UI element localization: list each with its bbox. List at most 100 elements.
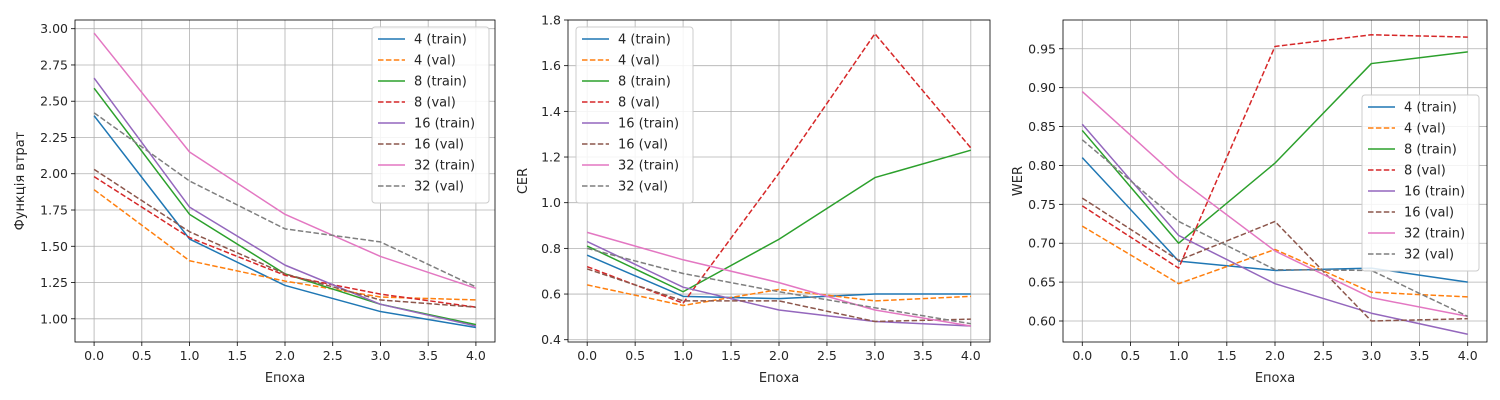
- x-axis-label: Епоха: [265, 371, 305, 386]
- x-tick-label: 3.0: [865, 348, 885, 363]
- x-tick-label: 4.0: [466, 348, 486, 363]
- series-line-32-val: [93, 112, 477, 288]
- legend-label: 32 (val): [1404, 248, 1454, 263]
- x-axis-label: Епоха: [759, 371, 799, 386]
- series-line-16-val: [93, 168, 476, 308]
- series-line-32-train: [93, 32, 477, 290]
- x-tick-label: 3.5: [913, 348, 933, 363]
- x-tick-label: 0.0: [1072, 348, 1092, 363]
- x-tick-label: 1.0: [673, 348, 693, 363]
- chart-panel-1: 0.0 0.5 1.0 1.5 2.0 2.5 3.0 3.5 4.0 1.00 1.25 1.50 1…: [13, 19, 496, 386]
- series-line-4-val: [1081, 225, 1468, 298]
- legend: 4 (train) 4 (val) 8 (train) 8 (val) 16 (trai…: [575, 26, 694, 204]
- legend: 4 (train) 4 (val) 8 (train) 8 (val) 16 (trai…: [371, 26, 490, 204]
- chart-panel-2: 0.0 0.5 1.0 1.5 2.0 2.5 3.0 3.5 4.0 0.4 0.6 0.8 1.0 1…: [516, 13, 991, 386]
- y-tick-label: 1.8: [541, 13, 561, 28]
- x-tick-label: 1.0: [180, 348, 200, 363]
- series-line-4-val: [587, 284, 971, 307]
- x-tick-label: 2.0: [769, 348, 789, 363]
- x-tick-label: 4.0: [1458, 348, 1478, 363]
- legend-box: [575, 26, 694, 204]
- y-tick-label: 0.95: [1028, 41, 1056, 56]
- y-tick-label: 1.75: [40, 203, 68, 218]
- x-tick-label: 0.5: [1121, 348, 1141, 363]
- y-tick-label: 2.00: [40, 166, 68, 181]
- y-tick-label: 3.00: [40, 21, 68, 36]
- axes-frame: [74, 19, 496, 343]
- y-tick-label: 1.00: [40, 311, 68, 326]
- y-tick-label: 2.25: [40, 130, 68, 145]
- series-line-32-val: [1081, 139, 1469, 318]
- y-tick-label: 0.75: [1028, 197, 1056, 212]
- legend-label: 4 (val): [414, 54, 456, 69]
- legend-box: [371, 26, 490, 204]
- y-tick-label: 0.65: [1028, 275, 1056, 290]
- series-line-4-val: [93, 189, 476, 301]
- series-line-32-train: [586, 231, 971, 327]
- series-line-4-train: [586, 254, 971, 300]
- legend-label: 32 (train): [1404, 227, 1465, 242]
- series-line-16-train: [586, 240, 971, 327]
- series-line-8-val: [1081, 34, 1468, 269]
- legend-label: 8 (val): [414, 96, 456, 111]
- legend-label: 16 (train): [1404, 185, 1465, 200]
- series-line-8-val: [93, 176, 477, 308]
- x-tick-label: 0.0: [577, 348, 597, 363]
- axes-frame: [567, 19, 991, 343]
- y-tick-label: 0.8: [541, 241, 561, 256]
- series-line-8-train: [586, 149, 972, 293]
- legend-label: 8 (train): [618, 75, 671, 90]
- x-tick-label: 1.5: [1217, 348, 1237, 363]
- chart-panel-3: 0.0 0.5 1.0 1.5 2.0 2.5 3.0 3.5 4.0 0.60 0.65 0.70 0…: [1011, 19, 1488, 386]
- series-line-16-train: [93, 77, 477, 327]
- x-tick-label: 2.5: [1313, 348, 1333, 363]
- x-tick-label: 1.5: [721, 348, 741, 363]
- legend-label: 16 (val): [414, 138, 464, 153]
- axes-frame: [1062, 19, 1488, 343]
- y-tick-label: 0.85: [1028, 119, 1056, 134]
- x-tick-label: 2.5: [817, 348, 837, 363]
- y-tick-label: 0.80: [1028, 158, 1056, 173]
- legend-label: 8 (train): [414, 75, 467, 90]
- y-tick-label: 0.90: [1028, 80, 1056, 95]
- legend-label: 16 (val): [618, 138, 668, 153]
- x-tick-label: 2.5: [323, 348, 343, 363]
- series-line-32-val: [586, 247, 971, 325]
- y-axis-label: WER: [1011, 166, 1026, 196]
- y-tick-label: 1.25: [40, 275, 68, 290]
- legend-label: 4 (train): [1404, 101, 1457, 116]
- x-tick-label: 1.5: [227, 348, 247, 363]
- legend-label: 16 (val): [1404, 206, 1454, 221]
- y-axis-label: CER: [516, 168, 531, 194]
- legend-label: 4 (train): [414, 33, 467, 48]
- x-tick-label: 3.0: [1361, 348, 1381, 363]
- y-tick-label: 1.4: [541, 104, 561, 119]
- series-line-4-train: [93, 115, 477, 329]
- series-line-16-val: [586, 268, 971, 323]
- legend-label: 4 (val): [1404, 122, 1446, 137]
- x-tick-label: 0.0: [84, 348, 104, 363]
- x-tick-label: 1.0: [1169, 348, 1189, 363]
- legend-label: 16 (train): [618, 117, 679, 132]
- x-tick-label: 4.0: [961, 348, 981, 363]
- series-line-4-train: [1081, 157, 1468, 283]
- legend-label: 8 (val): [1404, 164, 1446, 179]
- series-line-32-train: [1081, 91, 1468, 318]
- legend-label: 4 (val): [618, 54, 660, 69]
- y-tick-label: 2.75: [40, 57, 68, 72]
- legend-label: 8 (val): [618, 96, 660, 111]
- x-tick-label: 3.0: [371, 348, 391, 363]
- x-tick-label: 2.0: [1265, 348, 1285, 363]
- y-tick-label: 0.60: [1028, 314, 1056, 329]
- y-tick-label: 0.70: [1028, 236, 1056, 251]
- legend: 4 (train) 4 (val) 8 (train) 8 (val) 16 (trai…: [1361, 94, 1480, 272]
- y-tick-label: 2.50: [40, 94, 68, 109]
- legend-label: 8 (train): [1404, 143, 1457, 158]
- x-tick-label: 0.5: [132, 348, 152, 363]
- legend-label: 32 (train): [618, 159, 679, 174]
- legend-label: 32 (train): [414, 159, 475, 174]
- y-tick-label: 1.6: [541, 58, 561, 73]
- x-tick-label: 0.5: [625, 348, 645, 363]
- x-tick-label: 3.5: [418, 348, 438, 363]
